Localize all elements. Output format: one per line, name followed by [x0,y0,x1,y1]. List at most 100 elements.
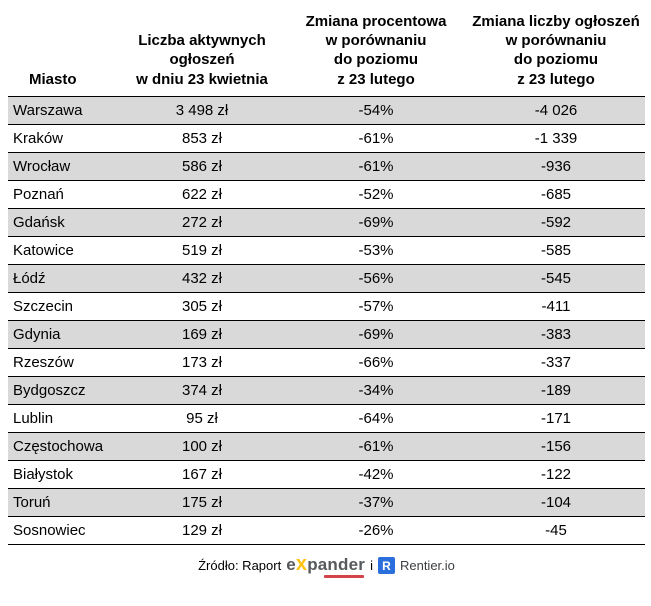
rentier-logo: R Rentier.io [377,557,455,575]
city-cell: Kraków [8,123,119,153]
change-cell: -4 026 [467,95,645,125]
and-separator: i [370,558,373,574]
city-cell: Białystok [8,459,119,489]
table-row: Warszawa 3 498 zł -54% -4 026 [8,95,645,125]
source-footer: Źródło: Raport expander i R Rentier.io [8,554,645,578]
count-cell: 853 zł [119,123,285,153]
pct-cell: -66% [285,347,467,377]
city-cell: Poznań [8,179,119,209]
table-row: Częstochowa 100 zł -61% -156 [8,431,645,461]
table-row: Kraków 853 zł -61% -1 339 [8,123,645,153]
city-cell: Sosnowiec [8,515,119,545]
header-city: Miasto [8,10,119,97]
count-cell: 374 zł [119,375,285,405]
table-row: Bydgoszcz 374 zł -34% -189 [8,375,645,405]
count-cell: 586 zł [119,151,285,181]
count-cell: 100 zł [119,431,285,461]
header-row: Miasto Liczba aktywnych ogłoszeń w dniu … [8,10,645,97]
change-cell: -189 [467,375,645,405]
city-cell: Toruń [8,487,119,517]
table-row: Gdańsk 272 zł -69% -592 [8,207,645,237]
change-cell: -383 [467,319,645,349]
change-cell: -592 [467,207,645,237]
city-cell: Warszawa [8,95,119,125]
count-cell: 169 zł [119,319,285,349]
count-cell: 432 zł [119,263,285,293]
table-row: Katowice 519 zł -53% -585 [8,235,645,265]
pct-cell: -54% [285,95,467,125]
page: Miasto Liczba aktywnych ogłoszeń w dniu … [8,10,645,578]
pct-cell: -69% [285,207,467,237]
count-cell: 3 498 zł [119,95,285,125]
pct-cell: -61% [285,151,467,181]
table-body: Warszawa 3 498 zł -54% -4 026 Kraków 853… [8,95,645,545]
table-row: Lublin 95 zł -64% -171 [8,403,645,433]
table-row: Poznań 622 zł -52% -685 [8,179,645,209]
pct-cell: -42% [285,459,467,489]
expander-x-glyph: x [295,552,308,575]
count-cell: 129 zł [119,515,285,545]
expander-logo-text: e [286,554,296,574]
table-row: Białystok 167 zł -42% -122 [8,459,645,489]
count-cell: 305 zł [119,291,285,321]
expander-logo: expander [286,554,365,578]
count-cell: 95 zł [119,403,285,433]
change-cell: -936 [467,151,645,181]
change-cell: -1 339 [467,123,645,153]
change-cell: -156 [467,431,645,461]
source-prefix: Źródło: Raport [198,558,282,574]
pct-cell: -53% [285,235,467,265]
city-cell: Wrocław [8,151,119,181]
count-cell: 173 zł [119,347,285,377]
table-header: Miasto Liczba aktywnych ogłoszeń w dniu … [8,10,645,97]
change-cell: -411 [467,291,645,321]
pct-cell: -56% [285,263,467,293]
pct-cell: -57% [285,291,467,321]
pct-cell: -61% [285,123,467,153]
count-cell: 167 zł [119,459,285,489]
pct-cell: -34% [285,375,467,405]
change-cell: -45 [467,515,645,545]
table-row: Toruń 175 zł -37% -104 [8,487,645,517]
change-cell: -585 [467,235,645,265]
count-cell: 622 zł [119,179,285,209]
pct-cell: -69% [285,319,467,349]
header-count-change: Zmiana liczby ogłoszeń w porównaniu do p… [467,10,645,97]
city-cell: Gdynia [8,319,119,349]
pct-cell: -64% [285,403,467,433]
city-cell: Lublin [8,403,119,433]
pct-cell: -61% [285,431,467,461]
header-active-listings: Liczba aktywnych ogłoszeń w dniu 23 kwie… [119,10,285,97]
change-cell: -545 [467,263,645,293]
expander-tagline-mark [324,574,365,578]
rentier-r-icon: R [377,557,395,575]
change-cell: -104 [467,487,645,517]
change-cell: -171 [467,403,645,433]
count-cell: 175 zł [119,487,285,517]
change-cell: -122 [467,459,645,489]
table-row: Wrocław 586 zł -61% -936 [8,151,645,181]
table-row: Rzeszów 173 zł -66% -337 [8,347,645,377]
city-cell: Katowice [8,235,119,265]
count-cell: 519 zł [119,235,285,265]
pct-cell: -52% [285,179,467,209]
city-cell: Łódź [8,263,119,293]
change-cell: -337 [467,347,645,377]
change-cell: -685 [467,179,645,209]
table-row: Łódź 432 zł -56% -545 [8,263,645,293]
listings-table: Miasto Liczba aktywnych ogłoszeń w dniu … [8,10,645,545]
header-pct-change: Zmiana procentowa w porównaniu do poziom… [285,10,467,97]
table-row: Szczecin 305 zł -57% -411 [8,291,645,321]
pct-cell: -37% [285,487,467,517]
city-cell: Szczecin [8,291,119,321]
expander-logo-text-rest: pander [307,554,366,574]
count-cell: 272 zł [119,207,285,237]
city-cell: Rzeszów [8,347,119,377]
city-cell: Gdańsk [8,207,119,237]
table-row: Sosnowiec 129 zł -26% -45 [8,515,645,545]
table-row: Gdynia 169 zł -69% -383 [8,319,645,349]
city-cell: Częstochowa [8,431,119,461]
city-cell: Bydgoszcz [8,375,119,405]
pct-cell: -26% [285,515,467,545]
rentier-logo-text: Rentier.io [399,558,455,574]
